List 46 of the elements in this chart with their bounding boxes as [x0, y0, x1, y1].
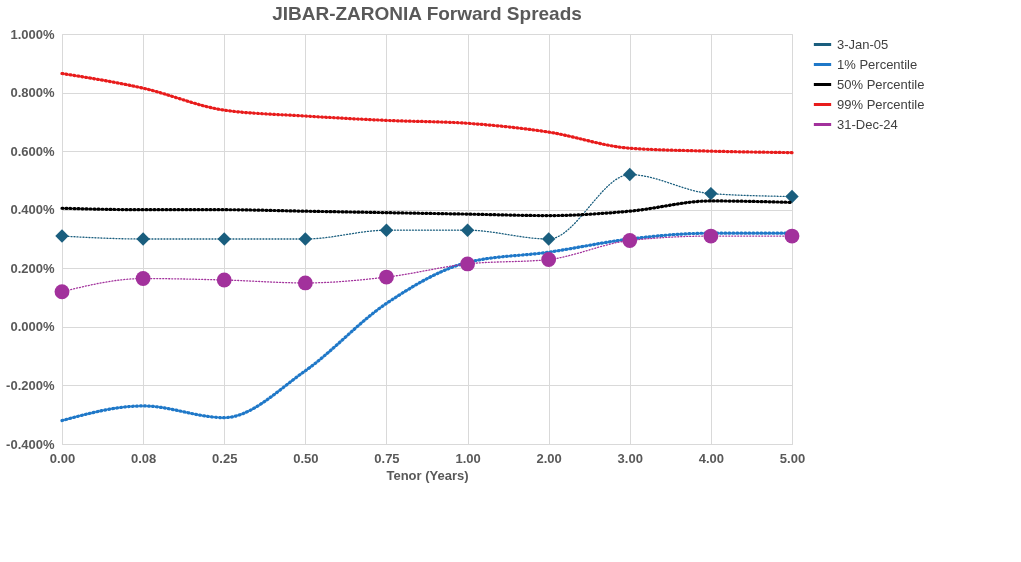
- point: [460, 256, 475, 272]
- legend-label: 1% Percentile: [837, 56, 918, 72]
- x-axis-title: Tenor (Years): [386, 467, 469, 483]
- y-tick-label: 0.000%: [10, 319, 55, 335]
- y-tick-label: -0.200%: [6, 377, 55, 393]
- y-tick-label: 1.000%: [10, 26, 55, 42]
- point: [297, 275, 313, 291]
- x-tick-label: 0.08: [130, 450, 157, 466]
- x-tick-label: 2.00: [536, 450, 562, 466]
- y-tick-label: 0.800%: [10, 85, 55, 101]
- x-tick-label: 0.50: [293, 450, 319, 466]
- point: [784, 228, 800, 244]
- point: [704, 186, 718, 201]
- point: [785, 189, 799, 204]
- legend-label: 99% Percentile: [837, 96, 925, 112]
- x-tick-label: 0.25: [212, 450, 238, 466]
- point: [216, 272, 232, 288]
- legend-label: 50% Percentile: [837, 76, 925, 92]
- point: [379, 269, 394, 285]
- line-series: [60, 71, 794, 155]
- x-tick-label: 0.75: [374, 450, 400, 466]
- y-tick-label: 0.200%: [10, 260, 55, 276]
- point: [55, 229, 69, 243]
- point: [217, 232, 231, 246]
- legend-label: 3-Jan-05: [837, 36, 889, 52]
- point: [135, 271, 151, 286]
- point: [541, 232, 556, 246]
- point: [541, 252, 557, 267]
- legend-label: 31-Dec-24: [837, 116, 898, 132]
- y-tick-label: 0.400%: [10, 202, 55, 218]
- x-tick-label: 5.00: [779, 450, 806, 466]
- y-tick-label: 0.600%: [10, 143, 55, 159]
- x-tick-label: 1.00: [455, 450, 481, 466]
- point: [622, 233, 638, 248]
- point: [703, 228, 719, 244]
- x-tick-label: 4.00: [698, 450, 725, 466]
- x-tick-label: 0.00: [49, 450, 76, 466]
- point: [460, 223, 475, 237]
- x-tick-label: 3.00: [617, 450, 643, 466]
- point: [623, 167, 637, 182]
- point: [298, 232, 313, 246]
- point: [54, 284, 70, 300]
- point: [379, 223, 394, 237]
- y-tick-label: -0.400%: [6, 436, 55, 452]
- point: [136, 232, 150, 246]
- chart-title: JIBAR-ZARONIA Forward Spreads: [272, 3, 582, 24]
